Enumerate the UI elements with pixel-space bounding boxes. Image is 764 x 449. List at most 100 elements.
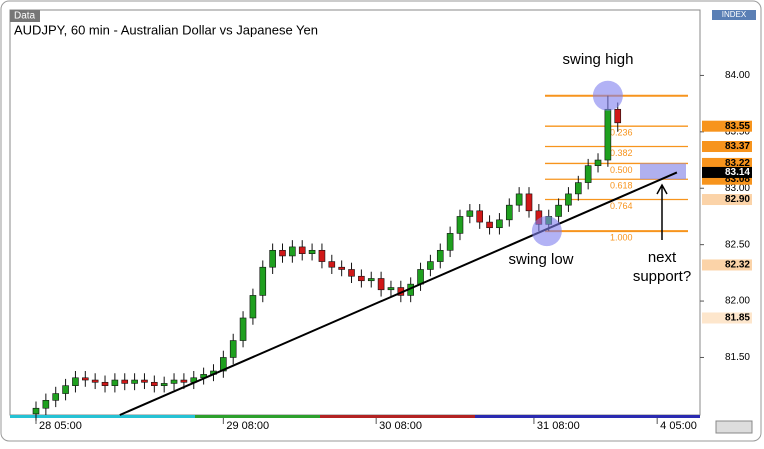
price-tag xyxy=(702,141,752,153)
y-tick-label: 83.50 xyxy=(725,126,750,137)
candle-body xyxy=(377,278,385,291)
annotation: support? xyxy=(633,268,691,285)
candle-body xyxy=(269,249,276,268)
candle-body xyxy=(594,159,602,166)
candle-body xyxy=(72,377,79,386)
price-tag-label: 82.90 xyxy=(725,194,750,205)
y-tick-label: 82.50 xyxy=(725,239,750,250)
price-tag xyxy=(702,259,752,271)
annotation: swing high xyxy=(563,51,634,68)
candle-body xyxy=(101,381,109,386)
y-tick-label: 83.00 xyxy=(725,183,750,194)
session-bar xyxy=(195,415,320,418)
candle-body xyxy=(427,261,434,270)
scroll-buttons[interactable] xyxy=(715,420,753,434)
price-tag-label: 83.08 xyxy=(725,174,750,185)
candle-body xyxy=(338,266,345,270)
price-tag xyxy=(702,120,752,132)
candle-body xyxy=(289,246,296,257)
candle-body xyxy=(111,379,119,386)
candle-body xyxy=(565,193,572,206)
price-tag-label: 83.37 xyxy=(725,141,750,152)
x-tick-label: 30 08:00 xyxy=(379,420,422,432)
session-bar xyxy=(320,415,475,418)
price-tag-label: 83.22 xyxy=(725,158,750,169)
price-tag-label: 83.14 xyxy=(725,167,750,178)
data-tag: Data xyxy=(14,11,36,22)
index-tag: INDEX xyxy=(722,10,747,19)
price-tag xyxy=(702,157,752,169)
annotation: next xyxy=(648,249,677,266)
candle-body xyxy=(62,385,69,394)
fib-label: 0.618 xyxy=(610,181,633,191)
chart-title: AUDJPY, 60 min - Australian Dollar vs Ja… xyxy=(14,22,318,37)
fib-label: 0.764 xyxy=(610,201,633,211)
candle-body xyxy=(42,400,50,409)
data-tag-box xyxy=(10,10,40,22)
price-tag xyxy=(702,194,752,206)
fib-label: 0.382 xyxy=(610,148,633,158)
candle-body xyxy=(436,249,444,262)
candle-body xyxy=(151,381,158,386)
x-tick-label: 29 08:00 xyxy=(226,420,269,432)
candle-body xyxy=(131,379,138,384)
plot-area xyxy=(9,9,701,416)
candle-body xyxy=(515,193,523,206)
candle-body xyxy=(160,383,168,386)
candle-body xyxy=(574,182,582,195)
candle-body xyxy=(476,210,484,223)
price-tag-label: 83.55 xyxy=(725,121,750,132)
candle-body xyxy=(584,165,592,183)
price-tag xyxy=(702,166,752,178)
candle-body xyxy=(466,210,474,217)
fib-label: 0.236 xyxy=(610,128,633,138)
candle-body xyxy=(180,379,188,383)
y-tick-label: 84.00 xyxy=(725,70,750,81)
session-bar xyxy=(10,415,195,418)
x-tick-label: 31 08:00 xyxy=(537,420,580,432)
candle-body xyxy=(387,287,395,291)
swing-high-marker xyxy=(592,80,623,111)
price-tag-label: 81.85 xyxy=(725,313,750,324)
price-tag xyxy=(702,173,752,185)
price-tag-label: 82.32 xyxy=(725,260,750,271)
index-tag-box xyxy=(712,10,756,20)
candle-body xyxy=(279,249,286,257)
candle-body xyxy=(496,219,503,229)
session-bar xyxy=(475,415,700,418)
candle-body xyxy=(417,269,424,285)
candle-body xyxy=(82,377,89,381)
candle-body xyxy=(358,275,365,282)
price-tag xyxy=(702,312,752,324)
candle-body xyxy=(32,407,40,415)
candle-body xyxy=(328,261,336,268)
candle-body xyxy=(308,249,316,254)
candle-body xyxy=(298,246,306,254)
candle-body xyxy=(604,108,612,161)
arrow xyxy=(656,183,668,240)
candle-body xyxy=(555,204,562,217)
candle-body xyxy=(121,379,129,384)
candle-body xyxy=(505,204,513,221)
trendline xyxy=(119,171,678,416)
candle-body xyxy=(259,266,267,296)
candle-body xyxy=(456,216,464,234)
fib-label: 1.000 xyxy=(610,232,633,242)
candle-body xyxy=(229,340,237,358)
y-tick-label: 82.00 xyxy=(725,296,750,307)
candle-body xyxy=(170,379,178,384)
candle-body xyxy=(486,221,493,229)
candle-body xyxy=(141,379,148,383)
candle-body xyxy=(614,108,622,124)
candle-body xyxy=(525,193,533,212)
candle-body xyxy=(249,295,257,319)
candle-body xyxy=(446,233,454,251)
x-tick-label: 4 05:00 xyxy=(660,420,697,432)
candle-body xyxy=(348,269,355,277)
fib-label: 0.500 xyxy=(610,165,633,175)
candle-body xyxy=(91,379,99,383)
annotation: swing low xyxy=(508,251,573,268)
swing-low-marker xyxy=(531,216,562,247)
y-tick-label: 81.50 xyxy=(725,352,750,363)
